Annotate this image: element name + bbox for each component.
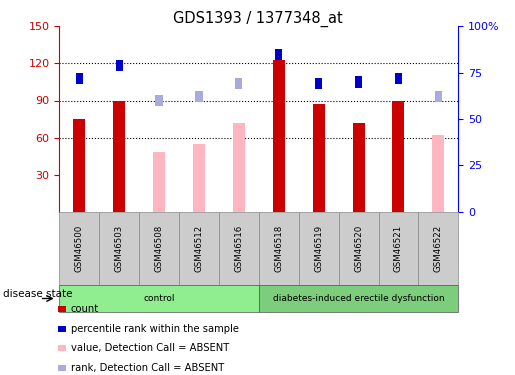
Text: disease state: disease state [3,289,72,299]
Text: GSM46512: GSM46512 [195,225,203,272]
Text: control: control [143,294,175,303]
Bar [435,91,442,102]
Text: GSM46516: GSM46516 [234,225,243,272]
Bar [275,48,282,60]
Text: GSM46519: GSM46519 [314,225,323,272]
Text: GSM46500: GSM46500 [75,225,83,272]
Text: GSM46522: GSM46522 [434,225,443,272]
Text: GSM46508: GSM46508 [154,225,163,272]
Bar [433,135,444,212]
Text: GSM46503: GSM46503 [115,225,124,272]
Text: GSM46521: GSM46521 [394,225,403,272]
Text: GSM46518: GSM46518 [274,225,283,272]
Bar [235,78,243,89]
Bar [233,123,245,212]
Bar [313,104,324,212]
Bar [273,60,285,212]
Bar [195,91,202,102]
Bar [113,100,125,212]
Bar [353,123,365,212]
Bar [76,73,83,84]
Bar [73,119,85,212]
Bar [315,78,322,89]
Bar [392,100,404,212]
Text: value, Detection Call = ABSENT: value, Detection Call = ABSENT [71,344,229,353]
Bar [355,76,362,87]
Text: rank, Detection Call = ABSENT: rank, Detection Call = ABSENT [71,363,224,373]
Text: count: count [71,304,99,314]
Bar [156,95,163,106]
Text: GSM46520: GSM46520 [354,225,363,272]
Text: GDS1393 / 1377348_at: GDS1393 / 1377348_at [173,11,342,27]
Text: diabetes-induced erectile dysfunction: diabetes-induced erectile dysfunction [273,294,444,303]
Bar [115,60,123,71]
Text: percentile rank within the sample: percentile rank within the sample [71,324,238,334]
Bar [193,144,205,212]
Bar [153,153,165,212]
Bar [395,73,402,84]
